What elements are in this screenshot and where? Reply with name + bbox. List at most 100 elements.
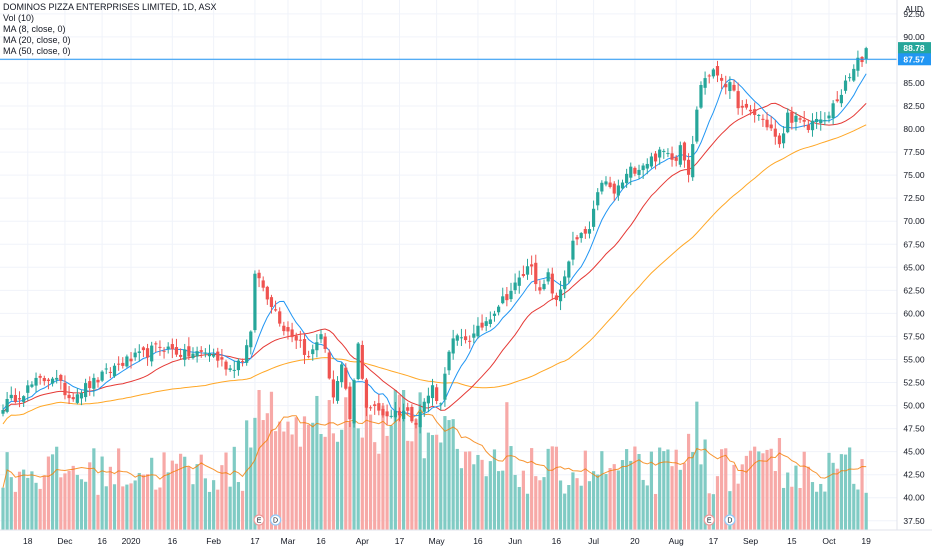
volume-bar <box>558 480 563 530</box>
volume-bar <box>397 394 402 530</box>
candle-body <box>430 385 435 399</box>
price-tick-label: 37.50 <box>903 516 925 526</box>
volume-bar <box>620 460 625 530</box>
price-axis[interactable]: 37.50 40.00 42.50 45.00 47.50 50.00 52.50 55.00… <box>896 0 932 550</box>
volume-bar <box>629 460 633 530</box>
candle-body <box>137 351 141 353</box>
candle-body <box>112 365 117 377</box>
candle-body <box>178 354 183 357</box>
candle-body <box>418 411 422 428</box>
candle-body <box>620 182 625 189</box>
volume-bar <box>42 475 46 530</box>
volume-bar <box>207 491 212 530</box>
volume-bar <box>761 453 765 530</box>
candle-body <box>117 363 121 365</box>
volume-bar <box>96 494 100 530</box>
ma20-line <box>2 102 867 414</box>
volume-bar <box>240 490 245 530</box>
volume-bar <box>740 464 744 530</box>
volume-bar <box>513 474 517 530</box>
candle-body <box>344 367 348 389</box>
event-label: E <box>707 518 712 525</box>
legend-ma8[interactable]: MA (8, close, 0) <box>3 24 66 34</box>
legend-ma50[interactable]: MA (50, close, 0) <box>3 46 71 56</box>
candle-body <box>839 94 843 104</box>
volume-bar <box>773 471 777 530</box>
candle-body <box>150 345 154 362</box>
price-tick-label: 45.00 <box>903 447 925 457</box>
candle-body <box>740 105 744 108</box>
volume-bar <box>137 472 141 530</box>
chart-grid <box>0 0 897 530</box>
candle-body <box>724 84 728 88</box>
volume-bar <box>9 477 13 530</box>
volume-bar <box>608 468 612 530</box>
volume-bar <box>112 484 117 530</box>
time-tick-label: 15 <box>787 536 797 546</box>
volume-bar <box>385 435 389 530</box>
candle-body <box>88 381 92 389</box>
candle-body <box>815 118 819 122</box>
candle-body <box>319 334 323 340</box>
legend-ma20[interactable]: MA (20, close, 0) <box>3 35 71 45</box>
volume-bar <box>67 470 71 530</box>
volume-bar <box>319 434 323 530</box>
volume-bar <box>79 479 84 530</box>
candle-body <box>794 115 798 122</box>
volume-bar <box>604 473 608 530</box>
candle-body <box>616 185 620 196</box>
time-tick-label: 17 <box>250 536 260 546</box>
candle-body <box>373 404 377 407</box>
symbol-title[interactable]: DOMINOS PIZZA ENTERPRISES LIMITED, 1D, A… <box>3 2 217 12</box>
event-label: D <box>273 518 278 525</box>
candle-body <box>649 156 654 167</box>
candle-body <box>790 111 794 123</box>
volume-bar <box>476 454 480 530</box>
candle-body <box>245 345 249 363</box>
price-tick-label: 72.50 <box>903 193 925 203</box>
candle-body <box>50 378 55 384</box>
candle-body <box>63 382 67 396</box>
candle-body <box>612 183 616 194</box>
candle-body <box>488 319 492 324</box>
volume-bar <box>757 451 761 530</box>
volume-bar <box>649 451 654 530</box>
volume-bar <box>497 471 501 530</box>
candle-body <box>55 377 59 380</box>
ma50-line <box>2 124 867 425</box>
volume-bar <box>377 453 381 530</box>
volume-bar <box>360 437 364 530</box>
price-tick-label: 82.50 <box>903 101 925 111</box>
candle-body <box>195 351 199 357</box>
volume-bar <box>418 392 422 530</box>
volume-bar <box>55 446 59 530</box>
volume-bar <box>695 401 699 530</box>
candle-body <box>435 387 439 402</box>
candle-body <box>831 103 835 119</box>
time-tick-label: 16 <box>552 536 562 546</box>
currency-label: AUD <box>905 4 923 14</box>
candle-body <box>823 120 827 122</box>
candle-body <box>459 337 464 339</box>
volume-bar <box>525 493 530 530</box>
volume-bar <box>860 459 864 530</box>
time-tick-label: 16 <box>473 536 483 546</box>
candle-body <box>530 264 534 267</box>
candle-body <box>517 277 521 286</box>
candle-body <box>575 237 579 240</box>
time-axis[interactable]: 18 Dec 16 2020 16 Feb 17 Mar 16 Apr 17 May 16 Jun 16 Ju… <box>0 529 932 550</box>
legend-vol[interactable]: Vol (10) <box>3 13 35 23</box>
candle-body <box>497 306 501 313</box>
volume-bar <box>344 397 348 530</box>
volume-bar <box>534 476 538 530</box>
volume-bar <box>596 474 600 530</box>
price-tick-label: 67.50 <box>903 239 925 249</box>
candle-body <box>356 343 360 379</box>
volume-bar <box>430 435 435 530</box>
volume-bar <box>340 429 344 530</box>
volume-ma-path <box>2 408 867 488</box>
candle-body <box>1 410 5 414</box>
volume-bar <box>170 460 174 530</box>
